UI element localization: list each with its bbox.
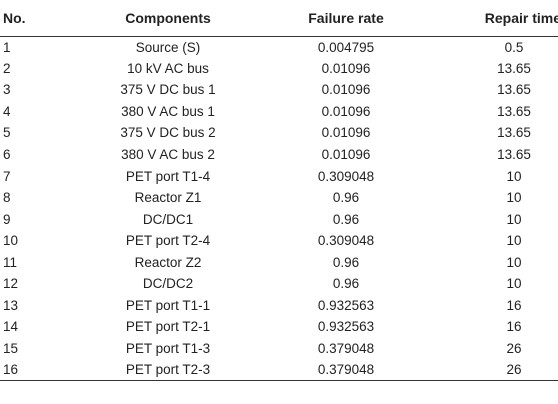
cell-component: PET port T2-1 xyxy=(125,319,211,335)
cell-failure-rate: 0.932563 xyxy=(317,297,375,313)
cell-no: 1 xyxy=(3,39,11,55)
cell-no: 10 xyxy=(3,233,19,249)
table-row: 11 Reactor Z2 0.96 10 xyxy=(0,251,558,273)
cell-repair-time: 0.5 xyxy=(504,39,524,55)
table-row: 13 PET port T1-1 0.932563 16 xyxy=(0,295,558,317)
cell-component: 375 V DC bus 1 xyxy=(120,82,216,98)
table-header: No. Components Failure rate Repair time xyxy=(0,0,558,36)
cell-failure-rate: 0.01096 xyxy=(321,103,371,119)
table-row: 8 Reactor Z1 0.96 10 xyxy=(0,187,558,209)
table-row: 4 380 V AC bus 1 0.01096 13.65 xyxy=(0,101,558,123)
table-row: 16 PET port T2-3 0.379048 26 xyxy=(0,359,558,381)
table-row: 12 DC/DC2 0.96 10 xyxy=(0,273,558,295)
table-row: 10 PET port T2-4 0.309048 10 xyxy=(0,230,558,252)
component-reliability-table: No. Components Failure rate Repair time … xyxy=(0,0,558,381)
cell-no: 13 xyxy=(3,297,19,313)
cell-repair-time: 26 xyxy=(506,340,522,356)
cell-component: PET port T1-4 xyxy=(125,168,211,184)
table-row: 9 DC/DC1 0.96 10 xyxy=(0,208,558,230)
cell-component: PET port T1-3 xyxy=(125,340,211,356)
cell-repair-time: 10 xyxy=(506,254,522,270)
cell-no: 6 xyxy=(3,147,11,162)
table-row: 14 PET port T2-1 0.932563 16 xyxy=(0,316,558,338)
cell-no: 12 xyxy=(3,276,19,292)
table-row: 7 PET port T1-4 0.309048 10 xyxy=(0,165,558,187)
header-repair-time: Repair time xyxy=(484,9,558,26)
cell-failure-rate: 0.309048 xyxy=(317,233,375,249)
cell-no: 8 xyxy=(3,190,11,206)
cell-component: DC/DC1 xyxy=(142,211,194,227)
cell-repair-time: 13.65 xyxy=(497,60,531,76)
cell-no: 5 xyxy=(3,125,11,141)
cell-component: 380 V AC bus 2 xyxy=(121,147,215,162)
table-row: 2 10 kV AC bus 0.01096 13.65 xyxy=(0,58,558,80)
cell-component: Reactor Z1 xyxy=(134,190,202,206)
cell-failure-rate: 0.01096 xyxy=(321,147,371,162)
cell-repair-time: 13.65 xyxy=(497,147,531,162)
table-row: 1 Source (S) 0.004795 0.5 xyxy=(0,36,558,58)
cell-failure-rate: 0.004795 xyxy=(317,39,375,55)
cell-no: 16 xyxy=(3,362,19,378)
cell-failure-rate: 0.932563 xyxy=(317,319,375,335)
cell-failure-rate: 0.379048 xyxy=(317,340,375,356)
cell-failure-rate: 0.96 xyxy=(332,276,360,292)
cell-component: PET port T1-1 xyxy=(125,297,211,313)
cell-repair-time: 13.65 xyxy=(497,103,531,119)
cell-no: 11 xyxy=(3,254,18,270)
cell-component: Reactor Z2 xyxy=(134,254,202,270)
cell-repair-time: 13.65 xyxy=(497,125,531,141)
cell-failure-rate: 0.01096 xyxy=(321,60,371,76)
cell-repair-time: 16 xyxy=(506,319,522,335)
cell-repair-time: 13.65 xyxy=(497,82,531,98)
table-body: 1 Source (S) 0.004795 0.5 2 10 kV AC bus 0.010… xyxy=(0,36,558,381)
cell-no: 15 xyxy=(3,340,19,356)
header-row: No. Components Failure rate Repair time xyxy=(0,0,558,36)
header-components: Components xyxy=(125,9,211,26)
cell-repair-time: 10 xyxy=(506,211,522,227)
cell-component: 10 kV AC bus xyxy=(127,60,209,76)
cell-component: 375 V DC bus 2 xyxy=(120,125,216,141)
cell-failure-rate: 0.96 xyxy=(332,211,360,227)
cell-failure-rate: 0.96 xyxy=(332,254,360,270)
cell-no: 9 xyxy=(3,211,11,227)
cell-repair-time: 10 xyxy=(506,233,522,249)
cell-component: DC/DC2 xyxy=(142,276,194,292)
cell-failure-rate: 0.01096 xyxy=(321,82,371,98)
table-row: 15 PET port T1-3 0.379048 26 xyxy=(0,338,558,360)
cell-repair-time: 10 xyxy=(506,276,522,292)
cell-failure-rate: 0.01096 xyxy=(321,125,371,141)
header-failure-rate: Failure rate xyxy=(308,9,384,26)
table-row: 6 380 V AC bus 2 0.01096 13.65 xyxy=(0,144,558,166)
cell-no: 2 xyxy=(3,60,11,76)
cell-component: Source (S) xyxy=(135,39,201,55)
cell-failure-rate: 0.309048 xyxy=(317,168,375,184)
header-no: No. xyxy=(3,9,26,26)
cell-component: 380 V AC bus 1 xyxy=(121,103,215,119)
cell-no: 3 xyxy=(3,82,11,98)
cell-component: PET port T2-4 xyxy=(125,233,211,249)
table-row: 5 375 V DC bus 2 0.01096 13.65 xyxy=(0,122,558,144)
cell-repair-time: 10 xyxy=(506,190,522,206)
cell-repair-time: 16 xyxy=(506,297,522,313)
cell-no: 14 xyxy=(3,319,19,335)
cell-repair-time: 10 xyxy=(506,168,522,184)
cell-component: PET port T2-3 xyxy=(125,362,211,378)
cell-no: 4 xyxy=(3,103,11,119)
cell-repair-time: 26 xyxy=(506,362,522,378)
cell-failure-rate: 0.379048 xyxy=(317,362,375,378)
table-row: 3 375 V DC bus 1 0.01096 13.65 xyxy=(0,79,558,101)
cell-failure-rate: 0.96 xyxy=(332,190,360,206)
cell-no: 7 xyxy=(3,168,11,184)
